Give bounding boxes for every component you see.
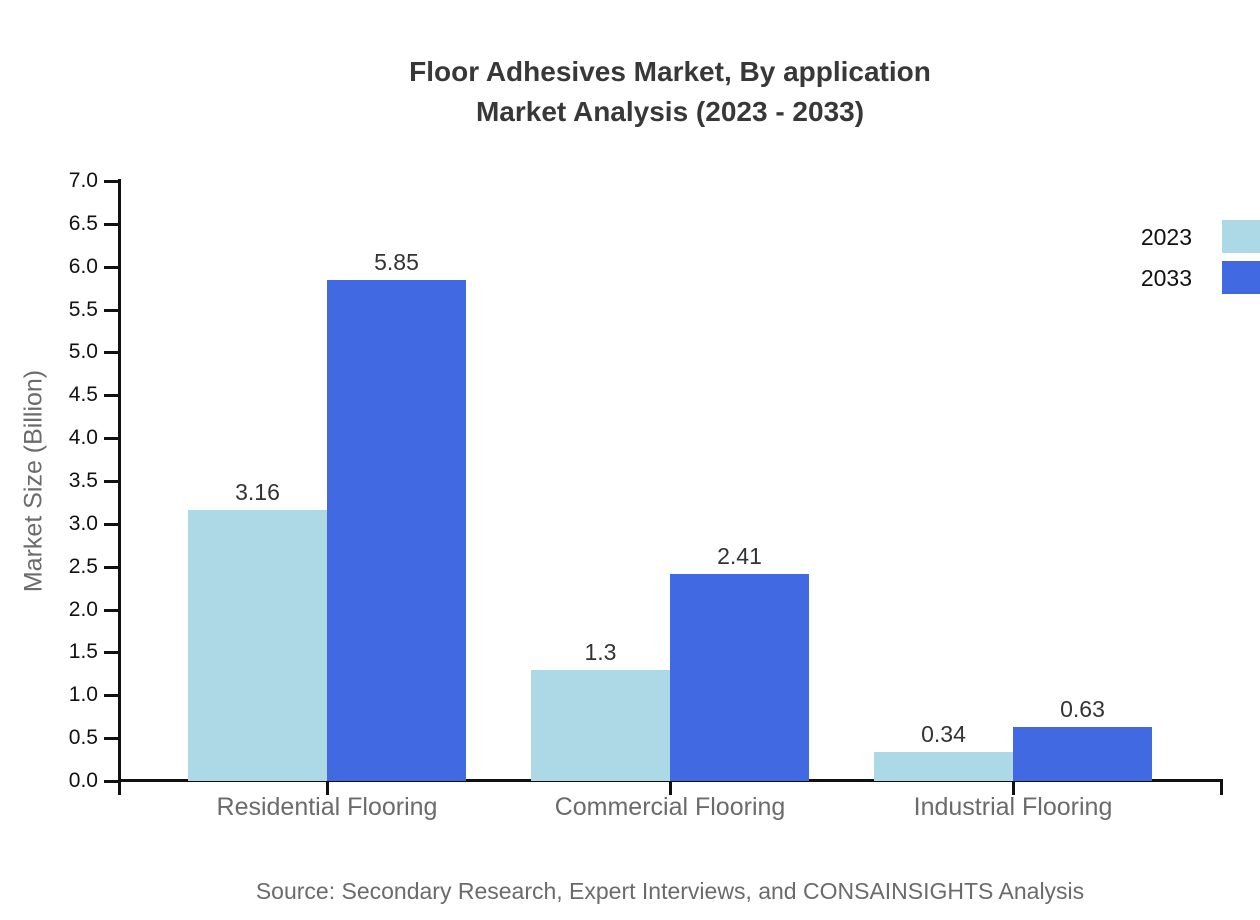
bar-2023-industrial-flooring <box>874 752 1013 781</box>
y-tick <box>104 694 119 698</box>
y-tick <box>104 780 119 783</box>
x-tick-industrial-flooring <box>1012 782 1015 795</box>
x-tick-commercial-flooring <box>669 782 672 795</box>
legend-label-2033: 2033 <box>1140 265 1192 291</box>
y-tick-label: 4.5 <box>68 383 98 407</box>
x-axis-end-tick <box>118 782 121 795</box>
y-tick-label: 1.0 <box>68 683 98 707</box>
y-tick-label: 2.5 <box>68 554 98 578</box>
source-attribution: Source: Secondary Research, Expert Inter… <box>255 878 1085 904</box>
y-tick-label: 1.5 <box>68 640 98 664</box>
y-tick <box>104 437 119 441</box>
y-tick-label: 0.5 <box>68 726 98 750</box>
legend-swatch-2033 <box>1222 261 1260 294</box>
category-label-residential-flooring: Residential Flooring <box>216 793 438 821</box>
value-label-2033-residential-flooring: 5.85 <box>374 249 419 275</box>
category-label-commercial-flooring: Commercial Flooring <box>554 793 786 821</box>
value-label-2023-residential-flooring: 3.16 <box>235 479 280 505</box>
value-label-2033-commercial-flooring: 2.41 <box>717 543 762 569</box>
bar-2023-residential-flooring <box>188 510 327 781</box>
y-tick-label: 3.5 <box>68 469 98 492</box>
y-tick-label: 6.5 <box>68 211 98 235</box>
y-tick-label: 4.0 <box>68 426 98 450</box>
y-tick-label: 5.0 <box>68 340 98 364</box>
y-tick-label: 7.0 <box>68 169 98 192</box>
y-tick <box>104 737 119 741</box>
bar-2033-residential-flooring <box>327 280 466 781</box>
y-tick-label: 5.5 <box>68 297 98 321</box>
x-axis-end-tick <box>1220 782 1223 795</box>
y-tick <box>104 522 119 526</box>
y-axis-line <box>118 179 121 783</box>
x-tick-residential-flooring <box>326 782 329 795</box>
y-tick-label: 3.0 <box>68 511 98 535</box>
value-label-2023-industrial-flooring: 0.34 <box>921 721 966 747</box>
legend-swatch-2023 <box>1222 220 1260 253</box>
chart-title-line-1: Floor Adhesives Market, By application <box>409 56 931 87</box>
value-label-2033-industrial-flooring: 0.63 <box>1060 696 1105 722</box>
y-tick <box>104 480 119 483</box>
value-label-2023-commercial-flooring: 1.3 <box>584 639 617 665</box>
bar-2023-commercial-flooring <box>531 670 670 781</box>
chart-title-line-2: Market Analysis (2023 - 2033) <box>475 96 865 127</box>
legend-label-2023: 2023 <box>1140 224 1192 250</box>
y-tick <box>104 351 119 355</box>
y-tick-label: 2.0 <box>68 597 98 621</box>
category-label-industrial-flooring: Industrial Flooring <box>913 793 1113 821</box>
y-tick <box>104 608 119 612</box>
y-tick <box>104 265 119 269</box>
y-tick <box>104 222 119 226</box>
chart-title: Floor Adhesives Market, By application M… <box>120 52 1220 132</box>
y-tick <box>104 565 119 569</box>
y-tick <box>104 651 119 655</box>
y-tick <box>104 308 119 312</box>
y-tick-label: 0.0 <box>68 769 98 792</box>
y-tick-label: 6.0 <box>68 254 98 278</box>
bar-2033-industrial-flooring <box>1013 727 1152 781</box>
y-tick <box>104 394 119 398</box>
bar-2033-commercial-flooring <box>670 574 809 781</box>
y-tick <box>104 180 119 183</box>
